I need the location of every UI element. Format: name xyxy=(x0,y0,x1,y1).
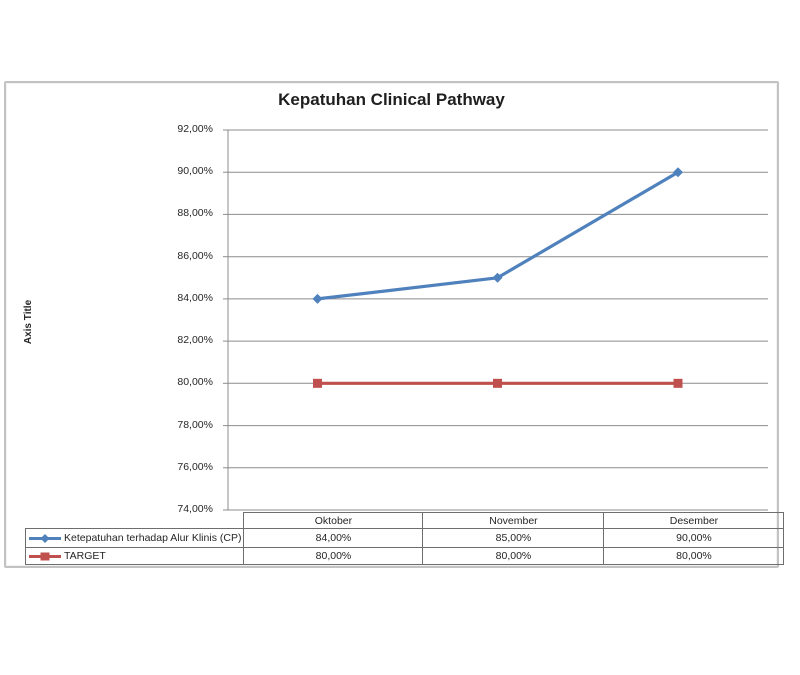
y-axis-tick-label: 84,00% xyxy=(177,291,213,304)
plot-area xyxy=(223,129,768,511)
series-name: Ketepatuhan terhadap Alur Klinis (CP) xyxy=(64,532,242,544)
chart-title: Kepatuhan Clinical Pathway xyxy=(278,90,505,109)
series-row: TARGET 80,00% 80,00% 80,00% xyxy=(24,547,785,565)
category-header: Oktober xyxy=(243,512,424,529)
table-header-row: Oktober November Desember xyxy=(26,512,785,529)
series-row: Ketepatuhan terhadap Alur Klinis (CP) 84,… xyxy=(24,528,785,548)
y-axis-tick-label: 80,00% xyxy=(177,376,213,389)
category-header: November xyxy=(422,512,605,529)
series-value-cell: 85,00% xyxy=(422,528,605,548)
series-label-cell: TARGET xyxy=(24,547,245,565)
legend-key-icon xyxy=(29,533,61,543)
y-axis-tick-label: 82,00% xyxy=(177,334,213,347)
y-axis-tick-label: 74,00% xyxy=(177,503,213,515)
y-axis-tick-label: 92,00% xyxy=(177,123,213,135)
y-axis-tick-label: 78,00% xyxy=(177,418,213,431)
y-axis-title: Axis Title xyxy=(23,299,34,345)
series-value-cell: 80,00% xyxy=(603,547,785,565)
series-value-cell: 80,00% xyxy=(243,547,424,565)
series-value-cell: 84,00% xyxy=(243,528,424,548)
category-header: Desember xyxy=(603,512,785,529)
y-axis-tick-label: 86,00% xyxy=(177,249,213,262)
series-value-cell: 80,00% xyxy=(422,547,605,565)
series-name: TARGET xyxy=(64,550,106,562)
series-value-cell: 90,00% xyxy=(603,528,785,548)
y-axis-tick-label: 88,00% xyxy=(177,207,213,220)
chart-frame xyxy=(4,81,779,568)
y-axis-tick-label: 76,00% xyxy=(177,460,213,473)
series-label-cell: Ketepatuhan terhadap Alur Klinis (CP) xyxy=(24,528,245,548)
y-axis-tick-label: 90,00% xyxy=(177,165,213,178)
chart-data-table: Oktober November Desember Ketepatuhan terha… xyxy=(24,512,785,565)
legend-key-icon xyxy=(29,552,61,560)
table-corner-cell xyxy=(26,513,244,529)
